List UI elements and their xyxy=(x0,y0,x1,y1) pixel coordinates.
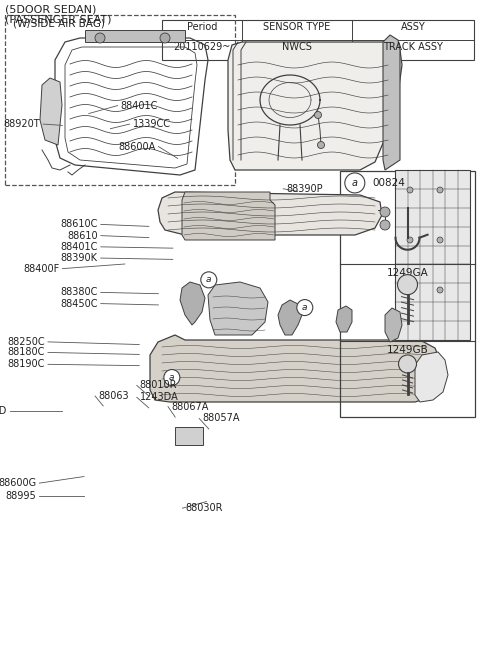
Text: 88920T: 88920T xyxy=(3,119,40,129)
Text: 20110629~: 20110629~ xyxy=(173,42,231,52)
Text: 88400F: 88400F xyxy=(23,263,60,274)
Circle shape xyxy=(437,237,443,243)
Polygon shape xyxy=(228,42,402,170)
Text: 88995: 88995 xyxy=(6,491,36,502)
Text: 88610: 88610 xyxy=(67,230,98,241)
Circle shape xyxy=(314,112,322,119)
Text: 88057A: 88057A xyxy=(202,413,240,424)
Text: (5DOOR SEDAN): (5DOOR SEDAN) xyxy=(5,4,96,14)
Bar xyxy=(162,20,474,60)
Bar xyxy=(5,15,235,185)
Text: a: a xyxy=(302,303,308,312)
Polygon shape xyxy=(260,75,320,125)
Text: 88180C: 88180C xyxy=(8,347,45,358)
Circle shape xyxy=(95,33,105,43)
Polygon shape xyxy=(158,192,382,235)
Circle shape xyxy=(407,187,413,193)
Bar xyxy=(175,427,203,445)
Text: 88610C: 88610C xyxy=(60,219,98,230)
Text: (W/SIDE AIR BAG): (W/SIDE AIR BAG) xyxy=(13,18,105,28)
Circle shape xyxy=(160,33,170,43)
Circle shape xyxy=(201,272,217,288)
Bar xyxy=(340,171,475,417)
Circle shape xyxy=(164,370,180,385)
Text: 88030R: 88030R xyxy=(185,503,223,513)
Text: a: a xyxy=(169,373,175,382)
Polygon shape xyxy=(278,300,302,335)
Text: 88200D: 88200D xyxy=(0,405,7,416)
Circle shape xyxy=(437,287,443,293)
Circle shape xyxy=(398,355,417,373)
Polygon shape xyxy=(150,335,440,402)
Text: 88063: 88063 xyxy=(98,391,129,401)
Text: 88190C: 88190C xyxy=(8,359,45,370)
Text: TRACK ASSY: TRACK ASSY xyxy=(383,42,443,52)
Circle shape xyxy=(407,237,413,243)
Text: Period: Period xyxy=(187,22,217,32)
Polygon shape xyxy=(385,308,402,342)
Polygon shape xyxy=(40,78,62,145)
Text: 88401C: 88401C xyxy=(60,242,98,252)
Text: ASSY: ASSY xyxy=(401,22,425,32)
Text: (PASSENGER SEAT): (PASSENGER SEAT) xyxy=(5,14,111,24)
Circle shape xyxy=(407,287,413,293)
Polygon shape xyxy=(383,35,400,170)
Polygon shape xyxy=(208,282,268,335)
Text: 88067A: 88067A xyxy=(171,401,208,412)
Polygon shape xyxy=(180,282,205,325)
Text: 1243DA: 1243DA xyxy=(140,392,179,403)
Bar xyxy=(85,30,185,42)
Text: 1339CC: 1339CC xyxy=(132,119,170,129)
Text: 88250C: 88250C xyxy=(7,337,45,347)
Text: 88380C: 88380C xyxy=(60,287,98,298)
Text: a: a xyxy=(352,178,358,188)
Circle shape xyxy=(317,141,324,149)
Polygon shape xyxy=(415,352,448,402)
Text: 88450C: 88450C xyxy=(60,298,98,309)
Text: a: a xyxy=(206,275,212,284)
Text: 88600G: 88600G xyxy=(0,478,36,488)
Text: 1249GA: 1249GA xyxy=(387,269,428,279)
Circle shape xyxy=(437,187,443,193)
Polygon shape xyxy=(182,192,275,240)
Text: 88401C: 88401C xyxy=(120,100,158,111)
Circle shape xyxy=(397,275,418,294)
Text: 88010R: 88010R xyxy=(140,380,177,391)
Circle shape xyxy=(380,207,390,217)
Text: 00824: 00824 xyxy=(373,178,406,188)
Text: SENSOR TYPE: SENSOR TYPE xyxy=(264,22,331,32)
Text: 88600A: 88600A xyxy=(118,141,156,152)
Text: NWCS: NWCS xyxy=(282,42,312,52)
Circle shape xyxy=(297,300,313,315)
Text: 88390P: 88390P xyxy=(286,183,323,194)
Bar xyxy=(395,170,470,340)
Circle shape xyxy=(380,220,390,230)
Text: 1249GB: 1249GB xyxy=(387,345,428,355)
Polygon shape xyxy=(336,306,352,332)
Text: 88390K: 88390K xyxy=(61,253,98,263)
